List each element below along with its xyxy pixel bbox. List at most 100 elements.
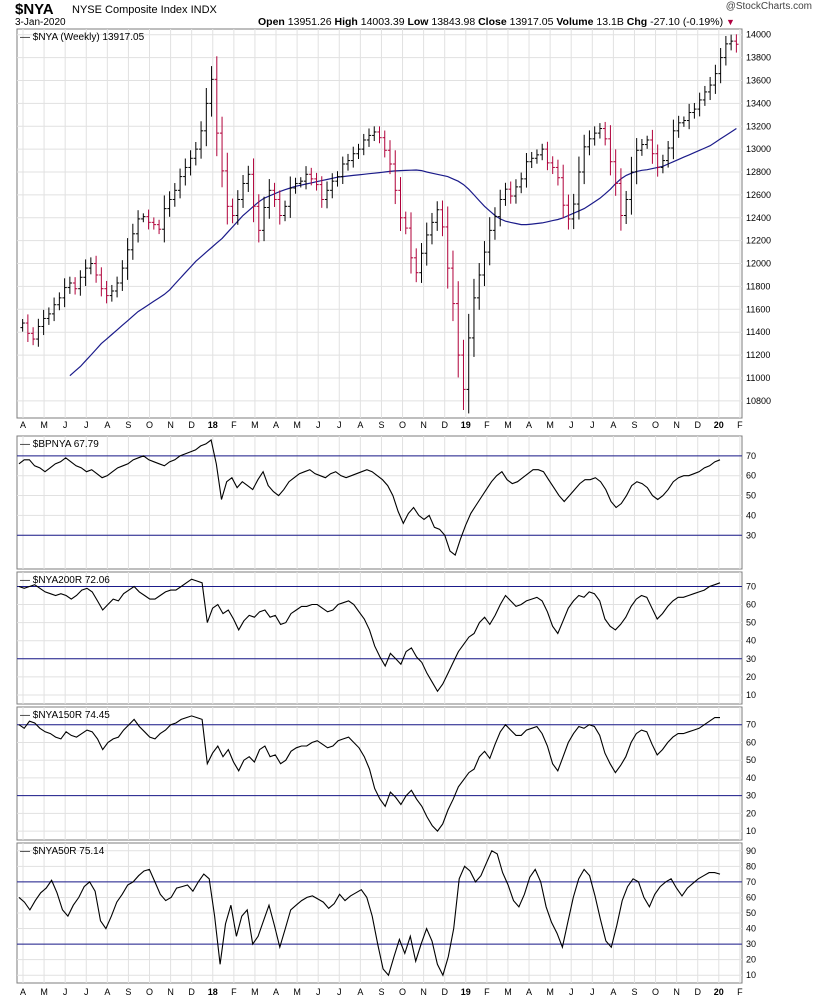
x-tick-label: F xyxy=(737,987,743,997)
y-tick-label: 10 xyxy=(746,970,756,980)
ohlc-bar xyxy=(88,257,94,275)
ohlc-bar xyxy=(634,138,639,185)
x-tick-label: M xyxy=(293,987,301,997)
y-tick-label: 70 xyxy=(746,720,756,730)
ohlc-bar xyxy=(692,102,697,119)
y-tick-label: 40 xyxy=(746,510,756,520)
ohlc-bar xyxy=(602,121,608,146)
y-tick-label: 12200 xyxy=(746,236,771,246)
panel-frame xyxy=(16,571,743,705)
ohlc-bar xyxy=(261,196,267,242)
x-tick-label: N xyxy=(673,420,680,430)
ohlc-bar xyxy=(330,173,335,199)
x-tick-label: O xyxy=(146,420,153,430)
symbol-title: $NYA xyxy=(15,1,54,18)
ohlc-bar xyxy=(676,115,681,138)
ohlc-bar xyxy=(104,280,109,304)
ohlc-bar xyxy=(156,219,162,235)
x-tick-label: M xyxy=(293,420,301,430)
y-tick-label: 13800 xyxy=(746,53,771,63)
x-tick-label: S xyxy=(125,987,131,997)
x-tick-label: S xyxy=(631,420,637,430)
y-tick-label: 14000 xyxy=(746,30,771,40)
y-tick-label: 80 xyxy=(746,861,756,871)
x-tick-label: A xyxy=(526,987,532,997)
ohlc-bar xyxy=(429,212,435,245)
ohlc-bar xyxy=(30,327,36,346)
chg-label: Chg xyxy=(626,16,648,28)
x-tick-label: F xyxy=(484,987,490,997)
x-tick-label: N xyxy=(673,987,680,997)
ohlc-bar xyxy=(644,135,650,149)
ohlc-bar xyxy=(267,179,272,219)
x-tick-label: N xyxy=(420,987,427,997)
x-tick-label: S xyxy=(378,420,384,430)
x-tick-label: J xyxy=(316,987,321,997)
x-tick-label: D xyxy=(188,420,195,430)
ohlc-bar xyxy=(51,297,57,322)
ohlc-bar xyxy=(93,255,99,283)
x-tick-label: M xyxy=(251,987,259,997)
x-tick-label: D xyxy=(441,420,448,430)
x-tick-label: F xyxy=(484,420,490,430)
ohlc-bar xyxy=(372,126,377,142)
ohlc-bar xyxy=(377,126,382,144)
ohlc-bar xyxy=(120,260,125,291)
ohlc-bar xyxy=(718,47,723,84)
ohlc-bar xyxy=(319,176,324,208)
ohlc-bar xyxy=(660,154,666,174)
ohlc-bar xyxy=(713,64,718,94)
ohlc-bar xyxy=(492,207,498,240)
ohlc-bar xyxy=(78,270,83,296)
y-tick-label: 11200 xyxy=(746,350,770,360)
x-tick-label: M xyxy=(251,420,259,430)
x-tick-label: A xyxy=(20,987,26,997)
ohlc-bar xyxy=(534,149,540,164)
ohlc-bar xyxy=(272,182,277,207)
x-tick-label: F xyxy=(737,420,743,430)
ohlc-bar xyxy=(41,309,46,336)
x-tick-label: 19 xyxy=(461,987,471,997)
x-tick-label: A xyxy=(610,987,616,997)
x-tick-label: D xyxy=(441,987,448,997)
chg-value: -27.10 (-0.19%) xyxy=(650,16,724,28)
ohlc-bar xyxy=(277,190,282,225)
ohlc-bar xyxy=(162,195,167,243)
ohlc-bar xyxy=(503,182,508,206)
y-tick-label: 10 xyxy=(746,826,756,836)
ohlc-bar xyxy=(529,151,534,169)
ohlc-bar xyxy=(545,141,550,171)
ohlc-bar xyxy=(303,166,309,190)
ohlc-bar xyxy=(219,116,225,188)
x-tick-label: A xyxy=(610,420,616,430)
index-name: NYSE Composite Index INDX xyxy=(72,4,217,16)
ohlc-bar xyxy=(639,138,645,156)
x-tick-label: 18 xyxy=(208,987,218,997)
x-tick-label: A xyxy=(357,987,363,997)
ohlc-bar xyxy=(309,167,314,186)
ohlc-bar xyxy=(230,198,235,224)
y-tick-label: 40 xyxy=(746,924,756,934)
y-tick-label: 70 xyxy=(746,877,756,887)
ohlc-bar xyxy=(130,223,136,260)
ohlc-bar xyxy=(608,125,613,176)
ohlc-bar xyxy=(72,277,78,295)
y-tick-label: 30 xyxy=(746,654,756,664)
x-tick-label: J xyxy=(590,987,595,997)
y-tick-label: 60 xyxy=(746,737,756,747)
ohlc-bar xyxy=(435,201,440,231)
ohlc-bar xyxy=(487,217,492,266)
low-value: 13843.98 xyxy=(431,16,476,28)
panel-5: 10 20 30 40 50 60 70 80 90 — $NYA50R 75.14 xyxy=(16,842,756,984)
x-tick-label: J xyxy=(316,420,321,430)
x-tick-label: D xyxy=(694,987,701,997)
ohlc-bar xyxy=(36,318,41,347)
high-value: 14003.39 xyxy=(360,16,405,28)
ohlc-bar xyxy=(597,123,603,139)
ohlc-bar xyxy=(681,116,687,127)
ohlc-bar xyxy=(172,183,178,207)
open-value: 13951.26 xyxy=(287,16,332,28)
ohlc-bar xyxy=(188,150,193,176)
y-tick-label: 20 xyxy=(746,808,756,818)
ohlc-bar xyxy=(246,165,251,192)
